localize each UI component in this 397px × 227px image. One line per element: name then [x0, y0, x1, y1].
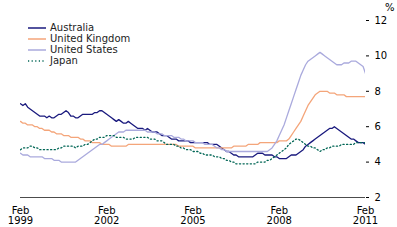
svg-text:8: 8: [375, 86, 381, 97]
svg-text:12: 12: [375, 15, 388, 26]
svg-text:Feb2005: Feb2005: [180, 205, 205, 226]
html-text:United Kingdom: United Kingdom: [50, 33, 131, 44]
svg-text:Feb1999: Feb1999: [8, 205, 33, 226]
svg-text:2: 2: [375, 192, 381, 203]
svg-text:%: %: [385, 2, 395, 13]
html-text:Japan: Japan: [50, 55, 78, 66]
html-text:United States: United States: [50, 44, 118, 55]
svg-text:Feb2002: Feb2002: [94, 205, 119, 226]
svg-text:10: 10: [375, 50, 388, 61]
svg-text:Feb2008: Feb2008: [267, 205, 292, 226]
html-text:Australia: Australia: [50, 22, 95, 33]
svg-text:Feb2011: Feb2011: [353, 205, 378, 226]
svg-text:4: 4: [375, 156, 381, 167]
svg-text:6: 6: [375, 121, 381, 132]
